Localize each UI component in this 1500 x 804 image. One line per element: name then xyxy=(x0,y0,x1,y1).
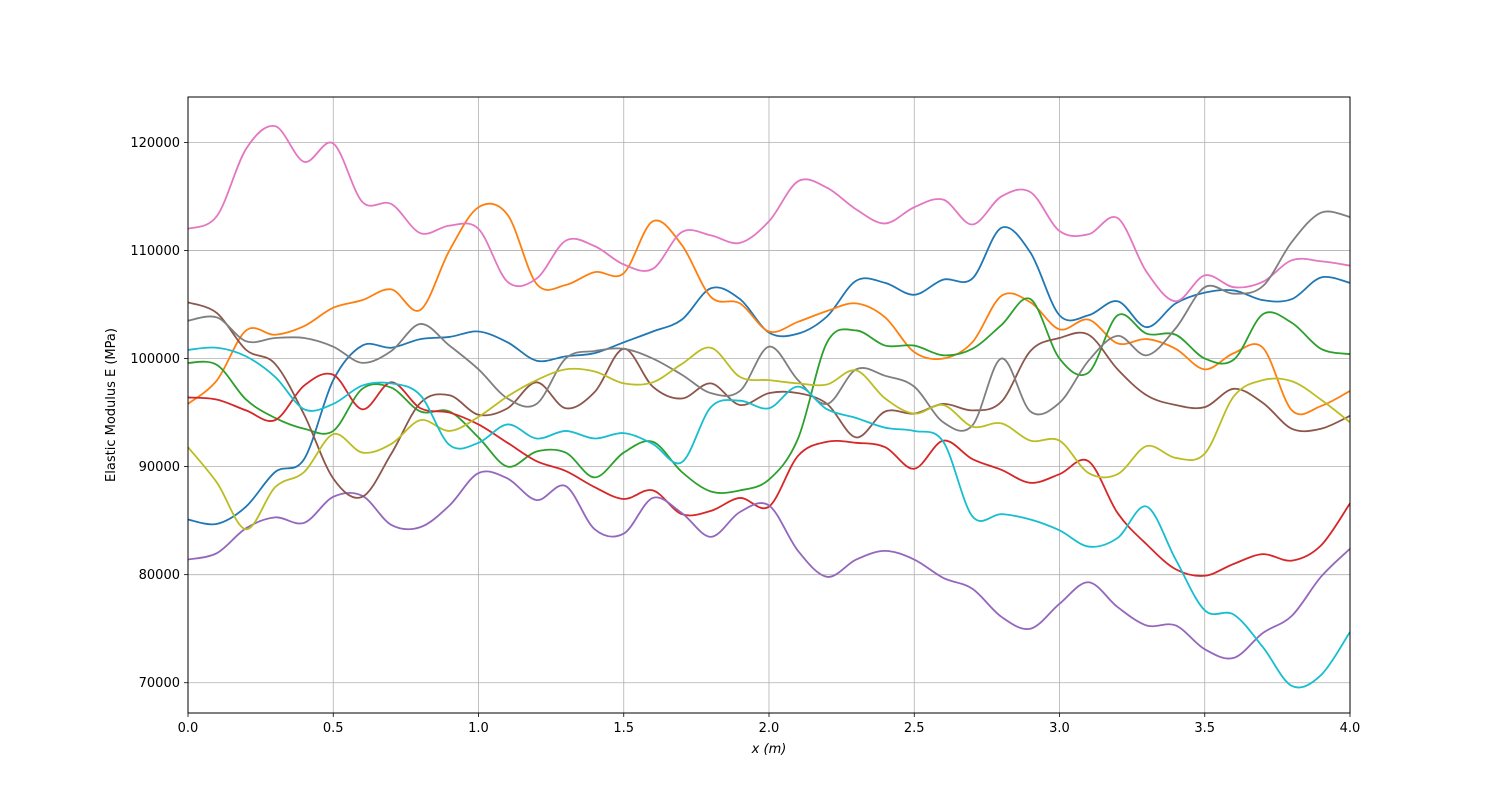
y-axis: 70000 80000 90000 100000 110000 120000 xyxy=(130,136,188,691)
series-line-8 xyxy=(187,210,1351,432)
x-tick-label: 0.5 xyxy=(323,721,344,736)
x-tick-label: 3.5 xyxy=(1194,721,1215,736)
y-tick-label: 70000 xyxy=(139,676,180,691)
x-tick-label: 3.0 xyxy=(1049,721,1070,736)
x-tick-label: 1.0 xyxy=(468,721,489,736)
x-tick-label: 2.0 xyxy=(759,721,780,736)
y-axis-title: Elastic Modulus E (MPa) xyxy=(104,328,119,482)
x-tick-label: 4.0 xyxy=(1340,721,1361,736)
y-tick-label: 120000 xyxy=(130,136,180,151)
series-line-9 xyxy=(187,346,1351,531)
grid-lines xyxy=(187,97,1351,713)
series-line-1 xyxy=(187,226,1351,526)
y-tick-label: 80000 xyxy=(139,568,180,583)
y-tick-label: 100000 xyxy=(130,352,180,367)
y-tick-label: 90000 xyxy=(139,460,180,475)
y-tick-label: 110000 xyxy=(130,244,180,259)
series-line-10 xyxy=(187,346,1351,689)
x-tick-label: 2.5 xyxy=(904,721,925,736)
series-lines xyxy=(187,125,1351,689)
series-line-7 xyxy=(187,125,1351,303)
series-line-6 xyxy=(187,301,1351,499)
x-axis-title: x (m) xyxy=(751,742,787,757)
series-line-2 xyxy=(187,202,1351,416)
x-tick-label: 1.5 xyxy=(613,721,634,736)
x-axis: 0.0 0.5 1.0 1.5 2.0 2.5 3.0 3.5 4.0 xyxy=(178,713,1361,736)
x-tick-label: 0.0 xyxy=(178,721,199,736)
series-line-5 xyxy=(187,470,1351,660)
